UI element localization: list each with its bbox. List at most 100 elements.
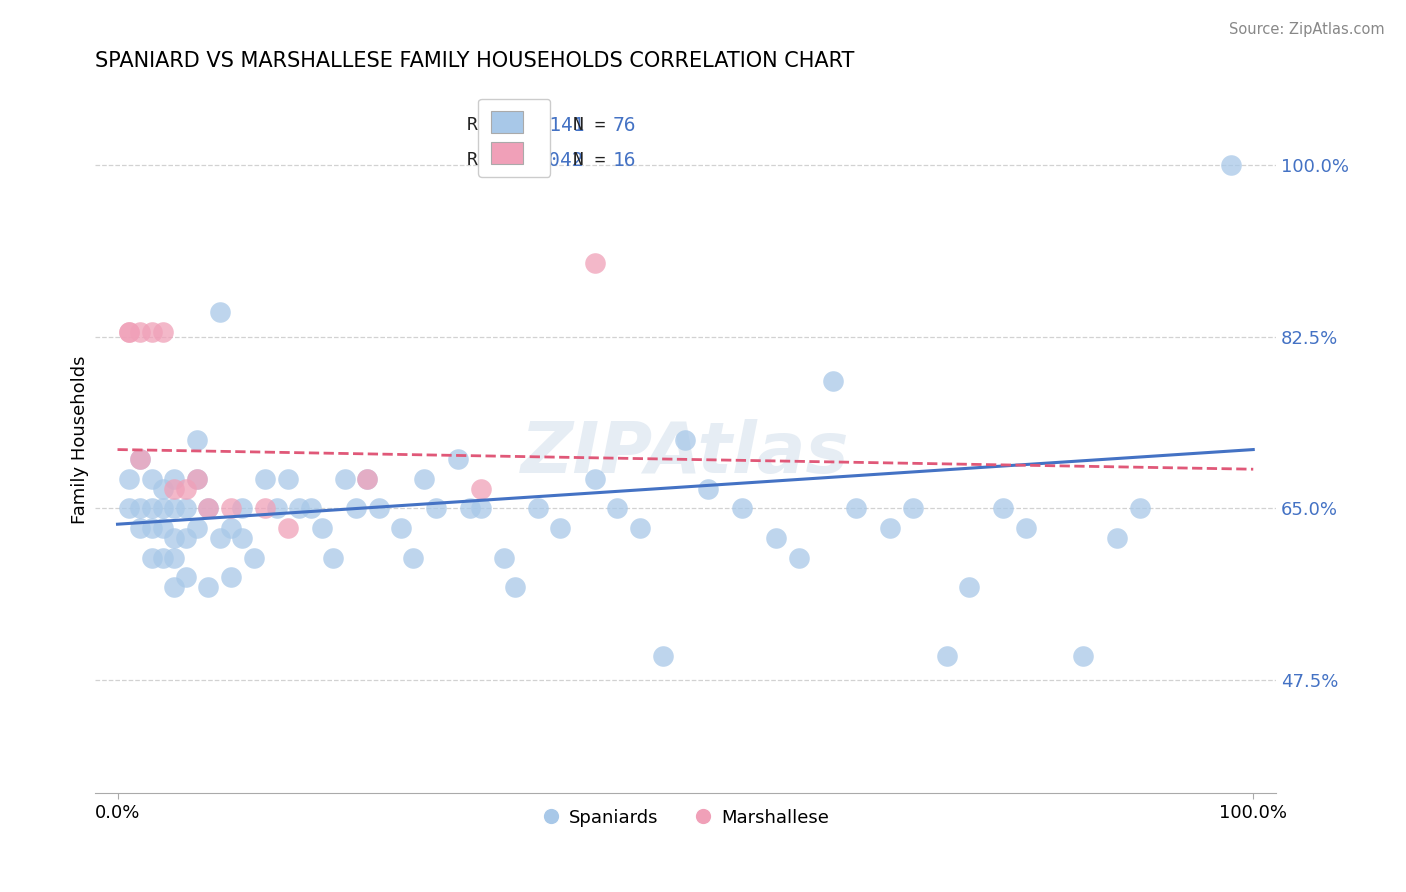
Point <box>901 501 924 516</box>
Point <box>129 501 152 516</box>
Point <box>583 256 606 270</box>
Point <box>219 501 242 516</box>
Point <box>651 648 673 663</box>
Point <box>197 501 219 516</box>
Point <box>186 433 208 447</box>
Point <box>118 325 141 339</box>
Point <box>402 550 425 565</box>
Point <box>129 521 152 535</box>
Point <box>322 550 344 565</box>
Point <box>152 325 174 339</box>
Point <box>152 550 174 565</box>
Point <box>152 482 174 496</box>
Text: N =: N = <box>574 116 617 134</box>
Point <box>503 580 526 594</box>
Point <box>219 521 242 535</box>
Point <box>470 501 492 516</box>
Point <box>141 501 163 516</box>
Y-axis label: Family Households: Family Households <box>72 356 89 524</box>
Point <box>118 501 141 516</box>
Point <box>163 550 186 565</box>
Text: N =: N = <box>574 152 617 169</box>
Point <box>243 550 266 565</box>
Text: 16: 16 <box>612 151 636 169</box>
Point <box>231 501 253 516</box>
Point <box>356 472 378 486</box>
Point <box>845 501 868 516</box>
Point <box>288 501 311 516</box>
Point <box>277 472 299 486</box>
Point <box>174 482 197 496</box>
Text: -0.042: -0.042 <box>515 151 585 169</box>
Point <box>186 472 208 486</box>
Point <box>299 501 322 516</box>
Point <box>344 501 367 516</box>
Point <box>266 501 288 516</box>
Point <box>231 531 253 545</box>
Point <box>219 570 242 584</box>
Point <box>277 521 299 535</box>
Point <box>731 501 754 516</box>
Point <box>152 501 174 516</box>
Point <box>673 433 696 447</box>
Point <box>447 452 470 467</box>
Point <box>186 521 208 535</box>
Point <box>470 482 492 496</box>
Point <box>1105 531 1128 545</box>
Point <box>1071 648 1094 663</box>
Point <box>311 521 333 535</box>
Text: 0.141: 0.141 <box>515 116 585 135</box>
Point <box>186 472 208 486</box>
Point <box>425 501 447 516</box>
Point <box>163 501 186 516</box>
Point <box>1129 501 1152 516</box>
Point <box>356 472 378 486</box>
Point <box>163 580 186 594</box>
Point <box>391 521 413 535</box>
Point <box>163 472 186 486</box>
Point <box>787 550 810 565</box>
Text: R =: R = <box>467 116 510 134</box>
Point <box>526 501 548 516</box>
Text: Source: ZipAtlas.com: Source: ZipAtlas.com <box>1229 22 1385 37</box>
Point <box>129 325 152 339</box>
Point <box>197 580 219 594</box>
Point <box>129 452 152 467</box>
Point <box>697 482 720 496</box>
Point <box>333 472 356 486</box>
Point <box>141 521 163 535</box>
Point <box>129 452 152 467</box>
Point <box>879 521 901 535</box>
Point <box>141 550 163 565</box>
Point <box>606 501 628 516</box>
Point <box>821 374 844 388</box>
Text: 76: 76 <box>612 116 636 135</box>
Text: SPANIARD VS MARSHALLESE FAMILY HOUSEHOLDS CORRELATION CHART: SPANIARD VS MARSHALLESE FAMILY HOUSEHOLD… <box>94 51 855 70</box>
Point <box>174 570 197 584</box>
Point <box>367 501 389 516</box>
Point <box>1219 158 1241 172</box>
Point <box>141 472 163 486</box>
Point <box>957 580 980 594</box>
Point <box>208 531 231 545</box>
Point <box>993 501 1015 516</box>
Point <box>118 472 141 486</box>
Point <box>628 521 651 535</box>
Point <box>765 531 787 545</box>
Point <box>208 305 231 319</box>
Point <box>163 531 186 545</box>
Point <box>254 472 277 486</box>
Point <box>174 531 197 545</box>
Point <box>492 550 515 565</box>
Text: ZIPAtlas: ZIPAtlas <box>522 419 849 489</box>
Legend: Spaniards, Marshallese: Spaniards, Marshallese <box>534 801 837 834</box>
Point <box>254 501 277 516</box>
Point <box>935 648 957 663</box>
Point <box>413 472 436 486</box>
Point <box>1015 521 1038 535</box>
Point <box>163 482 186 496</box>
Point <box>458 501 481 516</box>
Point <box>550 521 572 535</box>
Point <box>583 472 606 486</box>
Text: R =: R = <box>467 152 510 169</box>
